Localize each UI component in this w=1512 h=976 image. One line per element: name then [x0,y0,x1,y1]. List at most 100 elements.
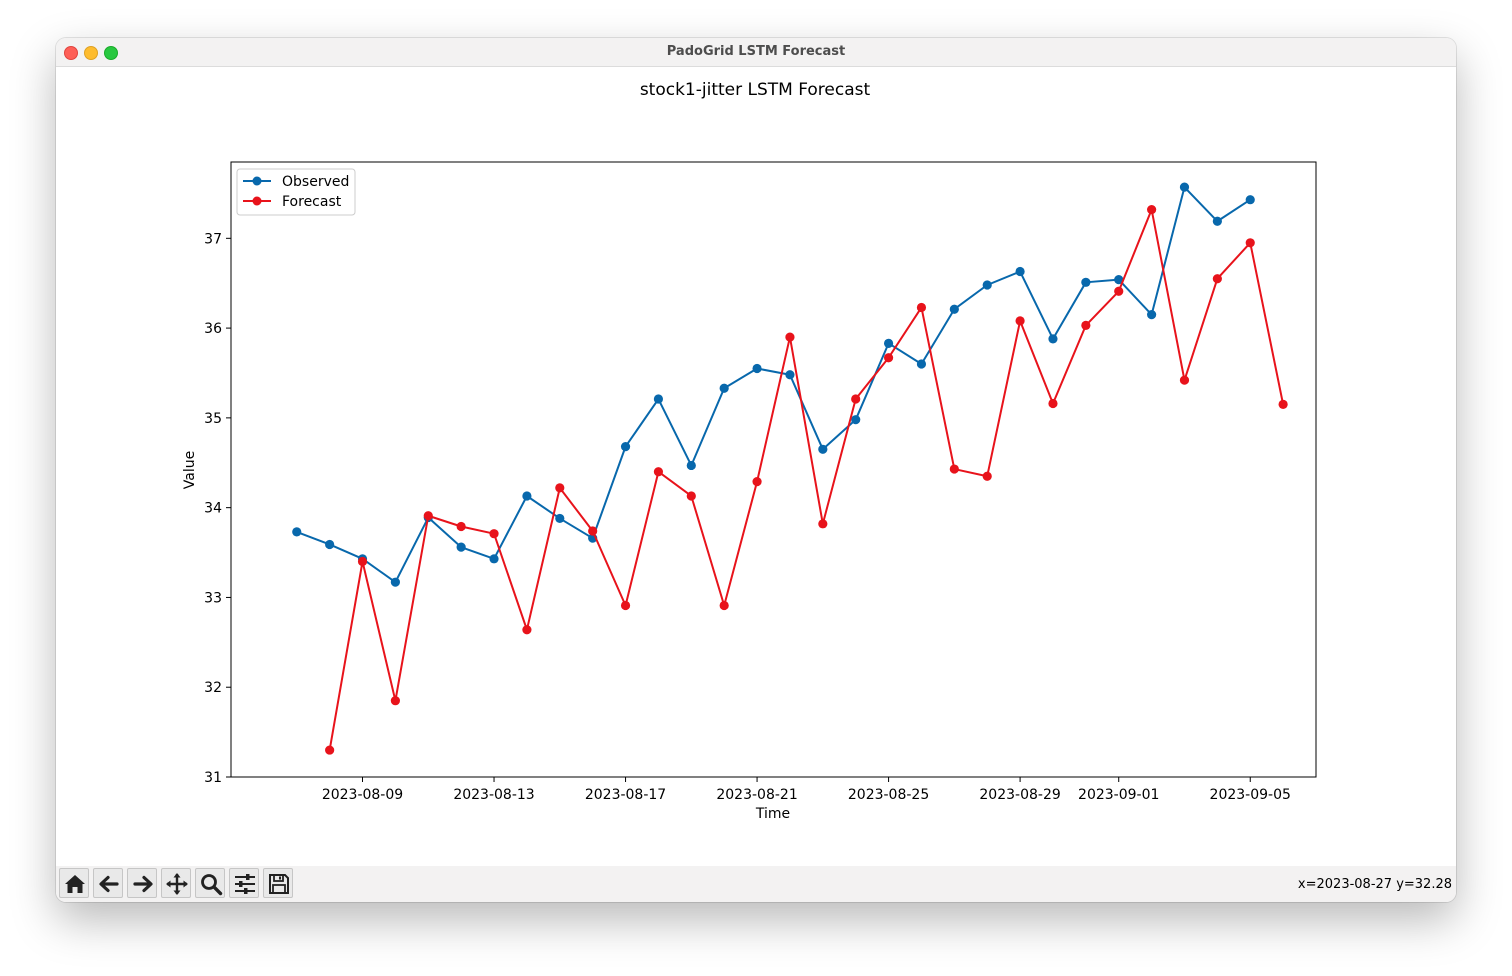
data-point-forecast [1278,399,1288,410]
axes-frame [230,161,1317,778]
data-point-forecast [818,519,828,529]
data-point-forecast [489,529,499,539]
data-point-observed [1179,182,1190,192]
data-point-observed [851,415,861,425]
series-line-observed [296,186,1251,584]
pan-button[interactable] [161,868,191,898]
navigation-toolbar: x=2023-08-27 y=32.28 [56,866,1456,902]
data-point-observed [653,394,664,404]
data-point-observed [1081,277,1091,287]
data-point-observed [522,491,532,501]
data-point-forecast [851,394,861,404]
data-point-observed [325,539,335,550]
forward-button[interactable] [127,868,157,898]
data-point-forecast [555,483,565,493]
y-tick-label: 31 [204,770,222,786]
data-point-forecast [456,521,466,532]
window-title: PadoGrid LSTM Forecast [666,44,846,59]
x-axis-label: Time [755,806,790,822]
data-point-forecast [949,464,959,474]
data-point-forecast [916,302,927,313]
data-point-forecast [1081,320,1091,330]
x-tick-label: 2023-08-25 [848,787,929,803]
x-tick-label: 2023-08-21 [716,787,797,803]
data-point-observed [949,304,959,314]
magnifier-icon [201,874,223,896]
save-button[interactable] [263,868,293,898]
x-tick-label: 2023-09-01 [1078,787,1159,803]
data-point-forecast [686,491,696,501]
data-point-observed [719,383,729,393]
y-tick-label: 33 [204,590,222,606]
minimize-window-button[interactable] [84,46,98,60]
legend-marker-forecast [252,196,262,206]
data-point-forecast [752,477,762,487]
legend-marker-observed [252,176,262,186]
data-point-observed [1048,334,1058,344]
x-tick-label: 2023-08-09 [322,787,403,803]
maximize-window-button[interactable] [104,46,118,60]
data-point-observed [883,338,894,348]
data-point-observed [916,359,927,369]
cursor-coordinates: x=2023-08-27 y=32.28 [1297,877,1452,892]
data-point-forecast [1245,238,1255,248]
x-tick-label: 2023-08-29 [979,787,1060,803]
data-point-forecast [1048,398,1058,409]
data-point-forecast [522,625,532,635]
x-tick-label: 2023-08-13 [453,787,534,803]
home-button[interactable] [59,868,89,898]
arrow-left-icon [99,875,119,893]
data-point-observed [1245,195,1255,205]
data-point-forecast [883,353,894,363]
data-point-forecast [653,467,664,477]
data-point-observed [390,577,400,587]
data-point-observed [292,527,302,537]
chart-title: stock1-jitter LSTM Forecast [640,80,871,100]
arrow-right-icon [133,875,153,893]
y-tick-label: 34 [204,501,222,517]
data-point-forecast [325,745,335,755]
x-tick-label: 2023-08-17 [585,787,666,803]
home-icon [65,875,85,893]
data-point-forecast [1179,375,1190,385]
data-point-observed [620,442,631,452]
y-tick-label: 32 [204,680,222,696]
data-point-observed [1212,216,1222,226]
figure-canvas[interactable]: stock1-jitter LSTM Forecast 2023-08-09 20… [56,67,1456,866]
zoom-button[interactable] [195,868,225,898]
y-axis-label: Value [182,451,198,489]
back-button[interactable] [93,868,123,898]
data-point-observed [1015,266,1025,277]
title-bar: PadoGrid LSTM Forecast [56,38,1456,67]
legend-label-forecast: Forecast [282,194,342,210]
y-tick-label: 37 [204,231,222,247]
x-tick-label: 2023-09-05 [1210,787,1291,803]
data-point-forecast [1147,204,1157,215]
data-point-forecast [620,600,631,611]
app-window: PadoGrid LSTM Forecast stock1-jitter LST… [56,38,1456,902]
data-point-forecast [719,600,729,611]
data-point-forecast [423,511,433,521]
data-point-forecast [785,332,795,342]
line-chart: stock1-jitter LSTM Forecast 2023-08-09 20… [182,80,1317,822]
data-point-observed [785,370,795,380]
data-point-forecast [588,526,598,536]
sliders-icon [235,874,255,894]
data-point-forecast [1015,316,1025,326]
configure-button[interactable] [229,868,259,898]
data-point-forecast [357,556,368,567]
data-point-forecast [982,471,992,481]
close-window-button[interactable] [64,46,78,60]
data-point-observed [456,542,466,552]
data-point-observed [818,444,828,454]
data-point-observed [982,280,992,290]
series-line-forecast [328,208,1285,751]
data-point-observed [489,554,499,564]
y-tick-label: 36 [204,321,222,337]
data-point-observed [686,460,696,471]
move-icon [166,873,188,895]
y-tick-label: 35 [204,411,222,427]
data-point-observed [1114,275,1124,285]
floppy-disk-icon [269,874,289,894]
data-point-forecast [1114,286,1124,296]
